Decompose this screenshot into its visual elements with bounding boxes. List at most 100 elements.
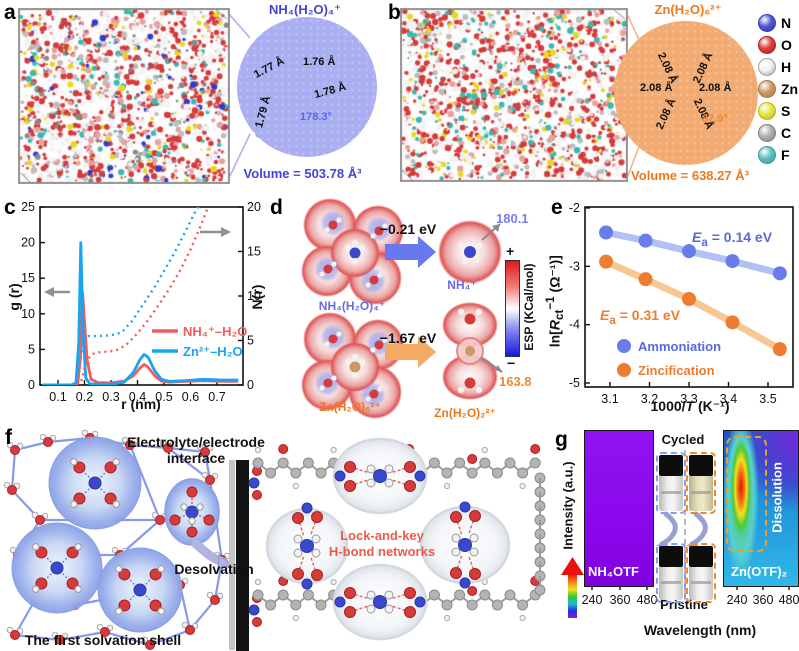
s-atom-icon bbox=[758, 102, 776, 120]
legend-symbol: Zn bbox=[781, 81, 799, 97]
cluster-title-nh4: NH₄(H₂O)₄⁺ bbox=[269, 2, 341, 17]
solvation-circle-nh4 bbox=[237, 17, 377, 157]
svg-text:360: 360 bbox=[753, 593, 774, 607]
svg-text:240: 240 bbox=[727, 593, 748, 607]
o-atom-icon bbox=[758, 36, 776, 54]
f-interface-line1: Electrolyte/electrode bbox=[127, 434, 265, 450]
legend-item-C: C bbox=[758, 122, 799, 144]
bond-angle-label: 178.3° bbox=[300, 111, 332, 123]
svg-text:480: 480 bbox=[779, 593, 799, 607]
vial-body bbox=[689, 566, 713, 600]
ea-value: = 0.14 eV bbox=[707, 229, 773, 245]
svg-text:240: 240 bbox=[582, 593, 603, 607]
svg-text:-3: -3 bbox=[569, 259, 580, 273]
bond-angle-label: 87.9° bbox=[702, 113, 728, 125]
d-reactant-bottom: Zn(H₂O)₆²⁺ bbox=[319, 400, 381, 414]
legend-symbol: F bbox=[781, 147, 790, 163]
svg-text:20: 20 bbox=[21, 236, 35, 250]
d-product-top: NH₄⁺ bbox=[447, 278, 477, 292]
legend-item-Zn: Zn bbox=[758, 78, 799, 100]
svg-text:10: 10 bbox=[21, 307, 35, 321]
d-esp-value-top: 180.1 bbox=[496, 211, 529, 226]
svg-text:-2: -2 bbox=[569, 201, 580, 215]
e-ylabel-pre: ln[ bbox=[546, 330, 563, 348]
atom-color-legend: N O H Zn S C F bbox=[758, 12, 799, 166]
svg-text:0.7: 0.7 bbox=[208, 390, 225, 404]
e-x-axis-label: 1000/T (K⁻¹) bbox=[620, 398, 760, 415]
svg-text:360: 360 bbox=[610, 593, 631, 607]
vial-cap bbox=[659, 546, 683, 567]
f-interface-line2: interface bbox=[166, 450, 226, 467]
ea-sub: a bbox=[609, 313, 616, 327]
cluster-volume-zn: Volume = 638.27 Å³ bbox=[631, 168, 749, 183]
e-y-axis-label: ln[Rct−1 (Ω⁻¹)] bbox=[544, 236, 566, 366]
e-xlabel-pre: 1000/ bbox=[650, 398, 686, 414]
e-activation-energy-blue: Ea = 0.14 eV bbox=[692, 229, 772, 249]
panel-d-label: d bbox=[270, 196, 283, 219]
zn-atom-icon bbox=[758, 80, 776, 98]
svg-text:5: 5 bbox=[28, 342, 35, 356]
legend-item-O: O bbox=[758, 34, 799, 56]
legend-item-N: N bbox=[758, 12, 799, 34]
svg-text:0.1: 0.1 bbox=[49, 390, 66, 404]
cluster-volume-nh4: Volume = 503.78 Å³ bbox=[243, 166, 362, 181]
d-product-bottom: Zn(H₂O)₂²⁺ bbox=[434, 406, 496, 420]
e-xlabel-rest: (K⁻¹) bbox=[694, 398, 730, 414]
c-x-axis-label: r (nm) bbox=[121, 396, 161, 412]
g-y-axis-label: Intensity (a.u.) bbox=[560, 461, 576, 550]
f-interface-label: Electrolyte/electrode interface bbox=[126, 434, 266, 466]
ea-symbol: E bbox=[692, 229, 702, 245]
esp-colorbar-minus: − bbox=[507, 355, 516, 371]
legend-symbol: H bbox=[781, 59, 792, 75]
g-x-axis-label: Wavelength (nm) bbox=[643, 622, 757, 638]
svg-text:-5: -5 bbox=[569, 376, 580, 390]
g-dissolution-highlight-box bbox=[726, 436, 767, 552]
e-legend-zincification: Zincification bbox=[638, 363, 715, 378]
svg-text:25: 25 bbox=[21, 200, 35, 214]
md-simulation-box-b bbox=[400, 8, 628, 182]
c-y-axis-label-right: N(r) bbox=[249, 284, 265, 310]
f-lock-and-key-line1: Lock-and-key bbox=[340, 528, 424, 543]
d-reactant-top: NH₄(H₂O)₄⁺ bbox=[318, 299, 386, 313]
g-dissolution-label: Dissolution bbox=[769, 462, 785, 533]
c-legend-nh4: NH₄⁺–H₂O bbox=[183, 324, 248, 339]
md-simulation-box-a bbox=[18, 8, 230, 184]
g-vial-pristine-zn bbox=[686, 543, 716, 603]
legend-item-H: H bbox=[758, 56, 799, 78]
panel-g-label: g bbox=[555, 428, 568, 451]
g-vial-divider bbox=[684, 450, 686, 594]
f-lock-and-key-line2: H-bond networks bbox=[328, 544, 436, 559]
n-atom-icon bbox=[758, 14, 776, 32]
c-y-axis-label-left: g (r) bbox=[6, 283, 22, 311]
panel-f-label: f bbox=[5, 426, 12, 449]
e-ylabel-rest: (Ω⁻¹)] bbox=[546, 255, 563, 297]
svg-text:0: 0 bbox=[28, 378, 35, 392]
g-right-map-label: Zn(OTF)₂ bbox=[731, 564, 788, 579]
cluster-title-zn: Zn(H₂O)₆²⁺ bbox=[654, 2, 722, 17]
e-ylabel-sup: −1 bbox=[543, 296, 557, 310]
d-energy-bottom: −1.67 eV bbox=[379, 330, 437, 346]
f-atom-icon bbox=[758, 146, 776, 164]
svg-text:20: 20 bbox=[247, 200, 261, 214]
e-activation-energy-orange: Ea = 0.31 eV bbox=[600, 307, 680, 327]
esp-colorbar-label: ESP (KCal/mol) bbox=[522, 263, 536, 351]
f-solvation-shell-label: The first solvation shell bbox=[24, 632, 182, 648]
e-ylabel-symbol: R bbox=[546, 320, 563, 331]
esp-colorbar-plus: + bbox=[506, 243, 515, 259]
c-atom-icon bbox=[758, 124, 776, 142]
esp-colorbar bbox=[505, 260, 520, 357]
h-atom-icon bbox=[758, 58, 776, 76]
g-heatmap-nh4otf bbox=[584, 430, 654, 587]
legend-item-F: F bbox=[758, 144, 799, 166]
g-left-map-label: NH₄OTF bbox=[588, 564, 639, 579]
vial-body bbox=[689, 476, 713, 511]
legend-symbol: S bbox=[781, 103, 791, 119]
svg-text:3.5: 3.5 bbox=[759, 392, 776, 406]
d-energy-top: −0.21 eV bbox=[379, 221, 437, 237]
d-esp-value-bottom: 163.8 bbox=[499, 374, 532, 389]
g-heatmap-znotf bbox=[723, 430, 799, 587]
solvation-circle-zn bbox=[614, 21, 758, 165]
f-desolvation-label: Desolvation bbox=[174, 561, 254, 577]
legend-symbol: N bbox=[781, 15, 792, 31]
legend-symbol: O bbox=[781, 37, 792, 53]
